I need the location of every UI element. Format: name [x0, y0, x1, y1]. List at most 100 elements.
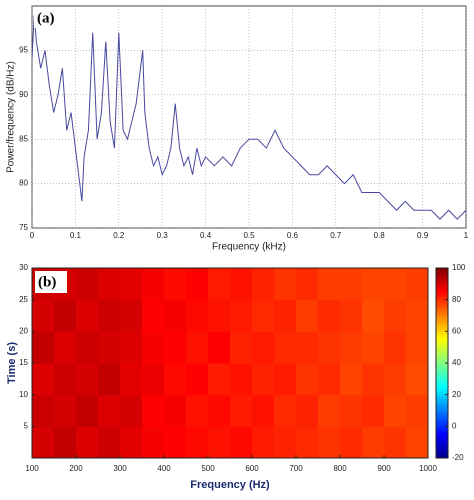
y-tick-label: 10: [19, 390, 28, 399]
heat-cell: [98, 363, 121, 396]
heat-cell: [142, 299, 165, 332]
y-tick-label: 20: [19, 326, 28, 335]
heat-cell: [76, 394, 99, 427]
heat-cell: [384, 299, 407, 332]
heat-cell: [208, 331, 231, 364]
panel-label-box: [34, 8, 64, 28]
heat-cell: [384, 394, 407, 427]
heat-cell: [32, 426, 55, 459]
heat-cell: [142, 268, 165, 301]
heat-cell: [274, 394, 297, 427]
heat-cell: [362, 299, 385, 332]
heat-cell: [186, 363, 209, 396]
x-axis-label: Frequency (Hz): [190, 479, 270, 491]
heat-cell: [164, 268, 187, 301]
colorbar-tick-label: 60: [452, 326, 461, 335]
heat-cell: [362, 363, 385, 396]
heat-cell: [252, 331, 275, 364]
heat-cell: [318, 426, 341, 459]
heat-cell: [384, 426, 407, 459]
y-tick-label: 25: [19, 295, 28, 304]
heat-cell: [98, 331, 121, 364]
heat-cell: [142, 426, 165, 459]
heat-cell: [98, 426, 121, 459]
heat-cell: [274, 426, 297, 459]
heat-cell: [296, 299, 319, 332]
heat-cell: [340, 268, 363, 301]
heat-cell: [274, 268, 297, 301]
heat-cell: [274, 299, 297, 332]
heat-cell: [230, 268, 253, 301]
heat-cell: [252, 394, 275, 427]
heat-cell: [54, 426, 77, 459]
heat-cell: [208, 394, 231, 427]
panel-label: (a): [37, 10, 55, 26]
heat-cell: [32, 299, 55, 332]
x-tick-label: 0: [30, 231, 35, 240]
colorbar-tick-label: 20: [452, 390, 461, 399]
heat-cell: [318, 268, 341, 301]
x-tick-label: 100: [25, 464, 39, 473]
heat-cell: [186, 268, 209, 301]
x-tick-label: 0.7: [330, 231, 342, 240]
heat-cell: [208, 426, 231, 459]
heat-cell: [318, 299, 341, 332]
heat-cell: [406, 299, 429, 332]
x-tick-label: 0.2: [113, 231, 125, 240]
x-tick-label: 300: [113, 464, 127, 473]
x-tick-label: 0.9: [417, 231, 429, 240]
y-tick-label: 30: [19, 263, 28, 272]
heat-cell: [120, 426, 143, 459]
heat-cell: [164, 331, 187, 364]
heat-cell: [340, 363, 363, 396]
y-tick-label: 85: [19, 134, 28, 143]
heat-cell: [32, 363, 55, 396]
heat-cell: [208, 363, 231, 396]
heat-cell: [32, 394, 55, 427]
heat-cell: [142, 363, 165, 396]
heat-cell: [54, 363, 77, 396]
heat-cell: [98, 268, 121, 301]
x-tick-label: 800: [333, 464, 347, 473]
heat-cell: [340, 331, 363, 364]
heat-cell: [296, 426, 319, 459]
heat-cell: [120, 394, 143, 427]
x-tick-label: 700: [289, 464, 303, 473]
heat-cell: [318, 363, 341, 396]
y-axis-label: Time (s): [6, 342, 18, 384]
heat-cell: [362, 268, 385, 301]
heat-cell: [296, 363, 319, 396]
x-tick-label: 1000: [419, 464, 437, 473]
heat-cell: [252, 363, 275, 396]
y-axis-label: Power/frequency (dB/Hz): [6, 61, 17, 173]
heat-cell: [406, 268, 429, 301]
heat-cell: [164, 394, 187, 427]
heat-cell: [54, 331, 77, 364]
heat-cell: [164, 363, 187, 396]
heat-cell: [340, 426, 363, 459]
x-tick-label: 0.8: [374, 231, 386, 240]
heat-cell: [186, 331, 209, 364]
heat-cell: [362, 394, 385, 427]
heat-cell: [208, 299, 231, 332]
heat-cell: [384, 268, 407, 301]
heat-cell: [362, 331, 385, 364]
heat-cell: [384, 363, 407, 396]
heat-cell: [230, 363, 253, 396]
heat-cell: [340, 299, 363, 332]
x-tick-label: 1: [464, 231, 469, 240]
heat-cell: [274, 363, 297, 396]
heat-cell: [340, 394, 363, 427]
heat-cell: [406, 394, 429, 427]
heat-cell: [362, 426, 385, 459]
heat-cell: [120, 331, 143, 364]
heat-cell: [120, 299, 143, 332]
heat-cell: [208, 268, 231, 301]
heat-cell: [120, 363, 143, 396]
y-tick-label: 5: [24, 421, 29, 430]
heat-cell: [186, 299, 209, 332]
colorbar-tick-label: 0: [452, 421, 457, 430]
heat-cell: [164, 299, 187, 332]
colorbar-tick-label: -20: [452, 453, 464, 462]
heat-cell: [230, 394, 253, 427]
